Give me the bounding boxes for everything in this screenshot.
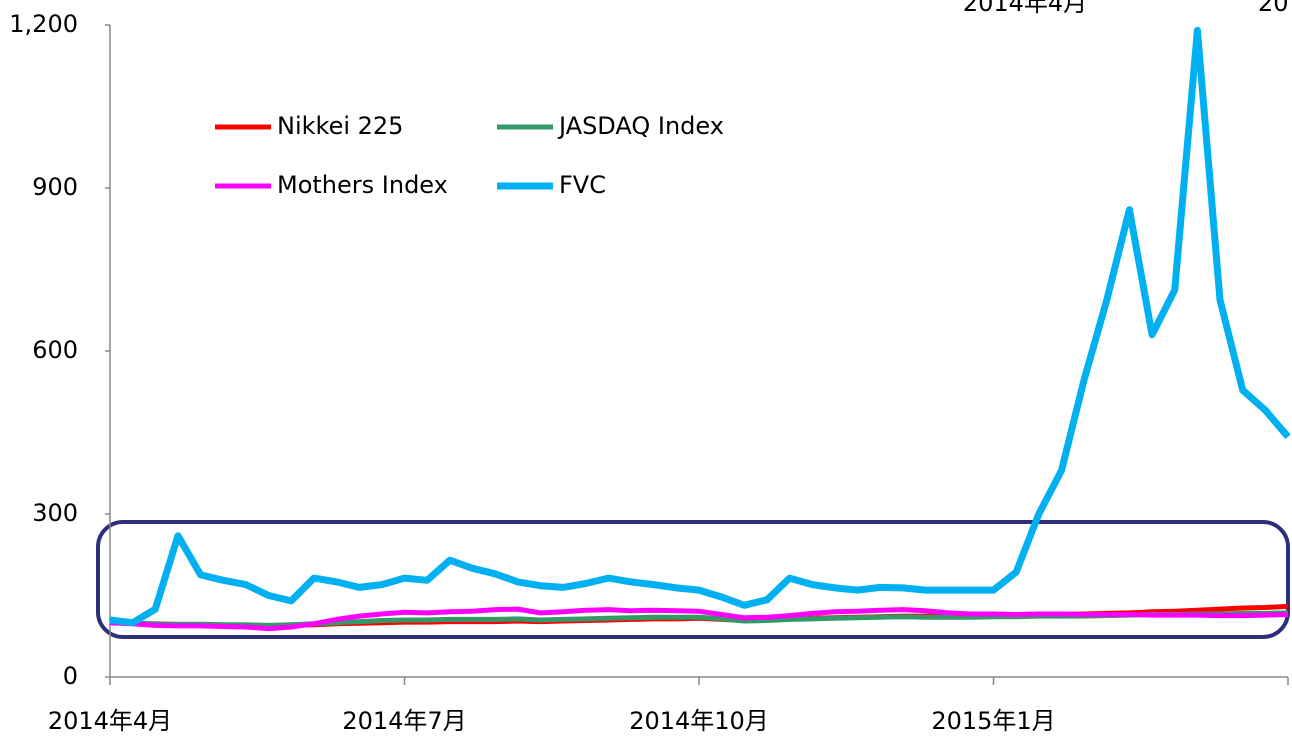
legend-label: Nikkei 225	[277, 112, 403, 140]
x-tick-label: 2014年4月	[48, 707, 172, 735]
y-tick-label: 900	[32, 173, 78, 201]
y-tick-label: 600	[32, 336, 78, 364]
legend-label: FVC	[559, 171, 606, 199]
y-tick-label: 300	[32, 499, 78, 527]
x-tick-label: 2015年1月	[931, 707, 1055, 735]
y-tick-label: 0	[63, 662, 78, 690]
x-tick-label: 2014年7月	[342, 707, 466, 735]
series-line	[109, 26, 1291, 627]
y-tick-label: 1,200	[9, 10, 78, 38]
x-tick-label: 2014年10月	[629, 707, 769, 735]
highlight-box	[96, 520, 1290, 639]
legend-label: Mothers Index	[277, 171, 448, 199]
series-line	[109, 606, 1289, 632]
annotation: 2014年4月	[963, 0, 1087, 17]
annotation: 20	[1258, 0, 1289, 17]
legend-label: JASDAQ Index	[557, 112, 724, 140]
